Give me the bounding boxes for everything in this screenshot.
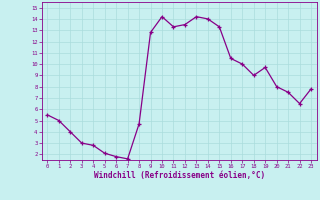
X-axis label: Windchill (Refroidissement éolien,°C): Windchill (Refroidissement éolien,°C) <box>94 171 265 180</box>
